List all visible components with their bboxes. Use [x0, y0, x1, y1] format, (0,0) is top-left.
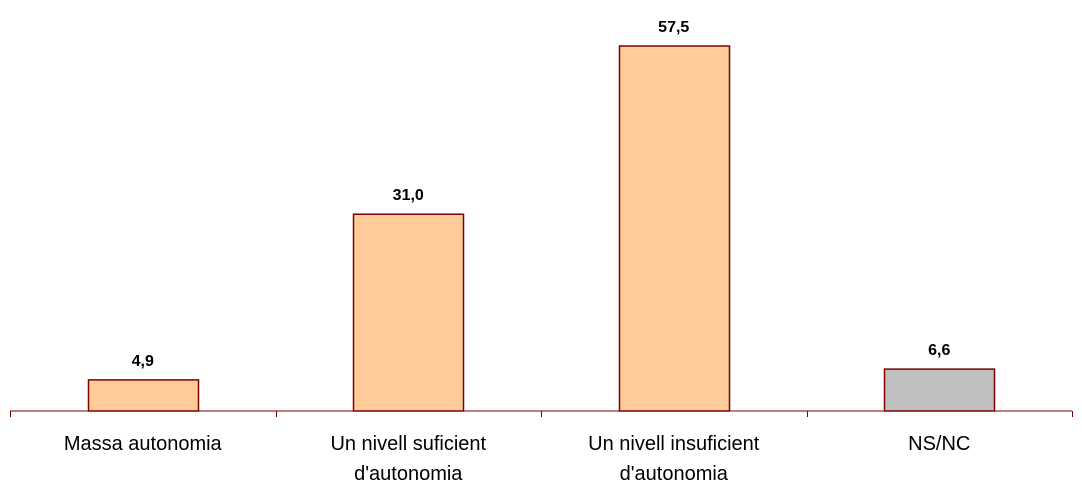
category-label-2: Un nivell insuficient d'autonomia — [588, 433, 760, 485]
bar-2 — [618, 45, 731, 412]
data-label-3: 6,6 — [928, 342, 950, 359]
bars-group — [87, 45, 996, 412]
data-label-2: 57,5 — [658, 19, 689, 36]
data-label-1: 31,0 — [393, 187, 424, 204]
bar-3 — [883, 368, 996, 412]
bar-0 — [87, 379, 200, 412]
value-labels-group: 4,9 31,0 57,5 6,6 — [132, 19, 951, 370]
bar-1 — [352, 213, 465, 412]
category-label-3: NS/NC — [908, 433, 970, 455]
category-label-0: Massa autonomia — [64, 433, 223, 455]
x-axis — [10, 410, 1073, 417]
data-label-0: 4,9 — [132, 353, 154, 370]
category-labels-group: Massa autonomia Un nivell suficient d'auto… — [64, 433, 971, 485]
category-label-1: Un nivell suficient d'autonomia — [330, 433, 486, 485]
